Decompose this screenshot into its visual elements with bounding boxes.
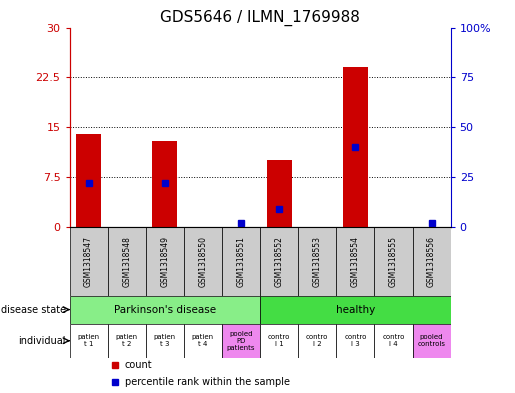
Text: contro
l 2: contro l 2: [306, 334, 329, 347]
Text: Parkinson's disease: Parkinson's disease: [114, 305, 216, 314]
Bar: [374, 227, 413, 296]
Title: GDS5646 / ILMN_1769988: GDS5646 / ILMN_1769988: [160, 10, 360, 26]
Text: GSM1318552: GSM1318552: [274, 236, 284, 287]
Bar: [374, 323, 413, 358]
Bar: [152, 141, 177, 227]
Text: contro
l 4: contro l 4: [382, 334, 405, 347]
Text: count: count: [125, 360, 152, 370]
Bar: [413, 227, 451, 296]
Bar: [260, 227, 298, 296]
Text: GSM1318554: GSM1318554: [351, 236, 360, 287]
Bar: [298, 227, 336, 296]
Bar: [184, 227, 222, 296]
Text: GSM1318550: GSM1318550: [198, 236, 208, 287]
Bar: [298, 323, 336, 358]
Text: patien
t 4: patien t 4: [192, 334, 214, 347]
Bar: [146, 227, 184, 296]
Bar: [184, 323, 222, 358]
Bar: [222, 227, 260, 296]
Text: GSM1318556: GSM1318556: [427, 236, 436, 287]
Text: healthy: healthy: [336, 305, 375, 314]
Bar: [108, 323, 146, 358]
Text: GSM1318551: GSM1318551: [236, 236, 246, 287]
Text: patien
t 2: patien t 2: [116, 334, 138, 347]
Bar: [343, 68, 368, 227]
Bar: [146, 323, 184, 358]
Bar: [260, 296, 451, 323]
Text: disease state: disease state: [1, 305, 66, 314]
Bar: [108, 227, 146, 296]
Bar: [267, 160, 291, 227]
Bar: [76, 134, 101, 227]
Text: patien
t 3: patien t 3: [154, 334, 176, 347]
Bar: [70, 227, 108, 296]
Text: GSM1318547: GSM1318547: [84, 236, 93, 287]
Bar: [70, 323, 108, 358]
Text: contro
l 3: contro l 3: [344, 334, 367, 347]
Text: GSM1318549: GSM1318549: [160, 236, 169, 287]
Text: percentile rank within the sample: percentile rank within the sample: [125, 377, 290, 387]
Text: contro
l 1: contro l 1: [268, 334, 290, 347]
Text: GSM1318553: GSM1318553: [313, 236, 322, 287]
Text: GSM1318548: GSM1318548: [122, 236, 131, 287]
Text: individual: individual: [18, 336, 66, 346]
Bar: [70, 296, 260, 323]
Text: pooled
controls: pooled controls: [418, 334, 445, 347]
Bar: [413, 323, 451, 358]
Bar: [222, 323, 260, 358]
Bar: [260, 323, 298, 358]
Bar: [336, 323, 374, 358]
Text: patien
t 1: patien t 1: [78, 334, 99, 347]
Text: GSM1318555: GSM1318555: [389, 236, 398, 287]
Bar: [336, 227, 374, 296]
Text: pooled
PD
patients: pooled PD patients: [227, 331, 255, 351]
